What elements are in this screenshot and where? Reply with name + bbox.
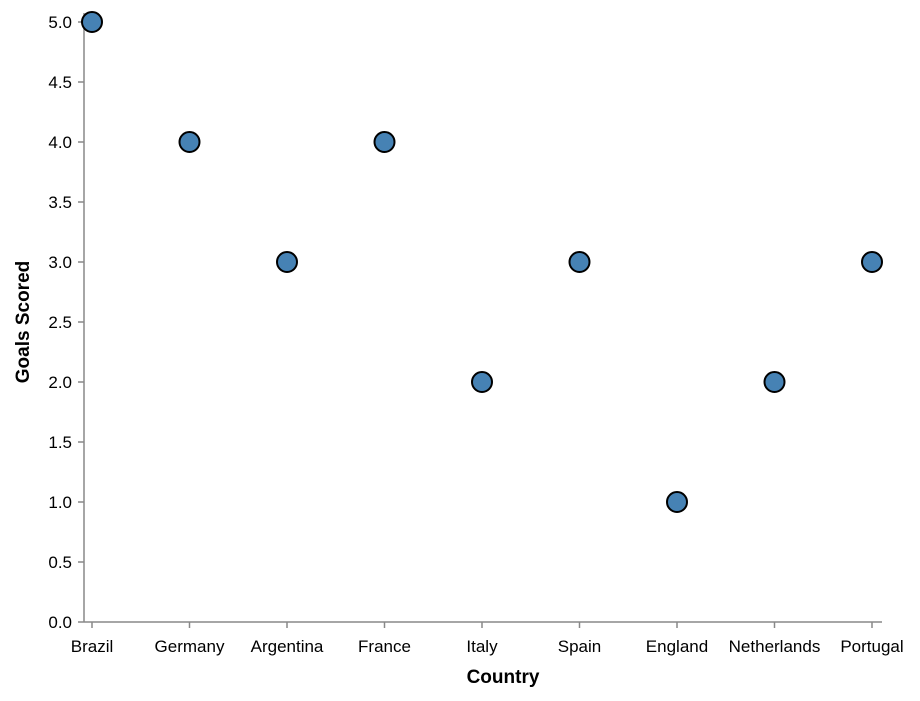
y-tick-label: 1.5: [48, 433, 72, 452]
x-tick-label: Spain: [558, 637, 601, 656]
x-axis: Brazil Germany Argentina France Italy Spain En…: [71, 621, 904, 656]
x-tick-label: Germany: [155, 637, 225, 656]
x-tick-label: Argentina: [251, 637, 324, 656]
y-tick-label: 5.0: [48, 13, 72, 32]
data-point-england: [666, 491, 688, 513]
data-point-portugal: [861, 251, 883, 273]
x-tick-label: Portugal: [840, 637, 903, 656]
data-point-brazil: [81, 11, 103, 33]
data-point-germany: [178, 131, 201, 153]
data-point-argentina: [276, 251, 298, 273]
x-tick-label: France: [358, 637, 411, 656]
x-axis-title: Country: [467, 667, 540, 688]
y-tick-label: 1.0: [48, 493, 72, 512]
y-tick-label: 0.5: [48, 553, 72, 572]
y-tick-label: 2.0: [48, 373, 72, 392]
x-tick-label: Italy: [466, 637, 498, 656]
data-point-italy: [471, 371, 493, 393]
x-tick-label: England: [646, 637, 708, 656]
data-point-netherlands: [763, 371, 786, 393]
y-axis: 0.0 0.5 1.0 1.5 2.0 2.5 3.0 3.5 4.0 4.5 5.0: [48, 13, 85, 632]
data-points: [81, 11, 883, 513]
x-tick-label: Netherlands: [729, 637, 821, 656]
data-point-france: [373, 131, 396, 153]
x-tick-label: Brazil: [71, 637, 114, 656]
y-tick-label: 3.0: [48, 253, 72, 272]
y-tick-label: 4.0: [48, 133, 72, 152]
y-axis-title: Goals Scored: [13, 261, 34, 384]
y-tick-label: 4.5: [48, 73, 72, 92]
y-tick-label: 3.5: [48, 193, 72, 212]
y-tick-label: 0.0: [48, 613, 72, 632]
y-tick-label: 2.5: [48, 313, 72, 332]
data-point-spain: [568, 251, 591, 273]
